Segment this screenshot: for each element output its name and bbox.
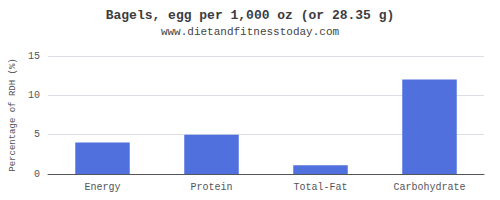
svg-text:Percentage of RDH (%): Percentage of RDH (%): [8, 58, 18, 171]
svg-text:15: 15: [28, 51, 40, 62]
svg-text:Carbohydrate: Carbohydrate: [393, 182, 465, 193]
svg-text:Energy: Energy: [84, 182, 120, 193]
svg-text:10: 10: [28, 90, 40, 101]
svg-text:Bagels, egg per 1,000 oz (or 2: Bagels, egg per 1,000 oz (or 28.35 g): [106, 8, 395, 23]
svg-text:Protein: Protein: [190, 182, 232, 193]
svg-text:5: 5: [34, 129, 40, 140]
svg-text:Total-Fat: Total-Fat: [293, 182, 347, 193]
svg-text:0: 0: [34, 169, 40, 180]
svg-text:www.dietandfitnesstoday.com: www.dietandfitnesstoday.com: [161, 26, 340, 38]
